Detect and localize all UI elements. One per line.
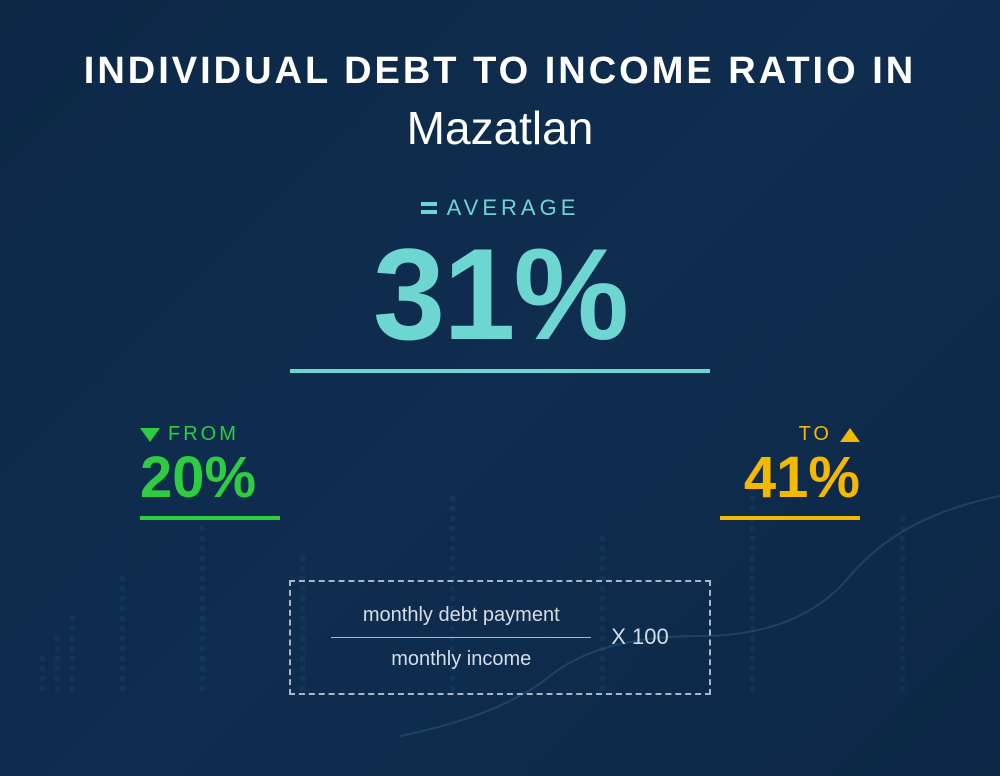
fraction-line	[331, 637, 591, 638]
formula-box: monthly debt payment monthly income X 10…	[289, 580, 711, 695]
title-line-2: Mazatlan	[60, 101, 940, 155]
triangle-up-icon	[840, 428, 860, 442]
average-label-row: AVERAGE	[290, 195, 710, 221]
average-label: AVERAGE	[447, 195, 580, 221]
formula-fraction: monthly debt payment monthly income	[331, 604, 591, 671]
to-label: TO	[799, 423, 832, 446]
to-block: TO 41%	[720, 423, 860, 520]
from-underline	[140, 516, 280, 520]
from-label: FROM	[168, 423, 239, 446]
average-block: AVERAGE 31%	[290, 195, 710, 373]
from-label-row: FROM	[140, 423, 280, 446]
from-value: 20%	[140, 446, 280, 510]
to-label-row: TO	[720, 423, 860, 446]
triangle-down-icon	[140, 428, 160, 442]
to-underline	[720, 516, 860, 520]
formula-numerator: monthly debt payment	[363, 604, 560, 627]
average-value: 31%	[290, 229, 710, 359]
from-block: FROM 20%	[140, 423, 280, 520]
formula-denominator: monthly income	[391, 648, 531, 671]
formula-multiplier: X 100	[611, 624, 669, 650]
average-underline	[290, 369, 710, 373]
to-value: 41%	[720, 446, 860, 510]
title-line-1: INDIVIDUAL DEBT TO INCOME RATIO IN	[60, 50, 940, 93]
formula-inner: monthly debt payment monthly income X 10…	[331, 604, 669, 671]
infographic-container: INDIVIDUAL DEBT TO INCOME RATIO IN Mazat…	[0, 0, 1000, 745]
range-row: FROM 20% TO 41%	[140, 423, 860, 520]
equals-icon	[421, 202, 437, 214]
